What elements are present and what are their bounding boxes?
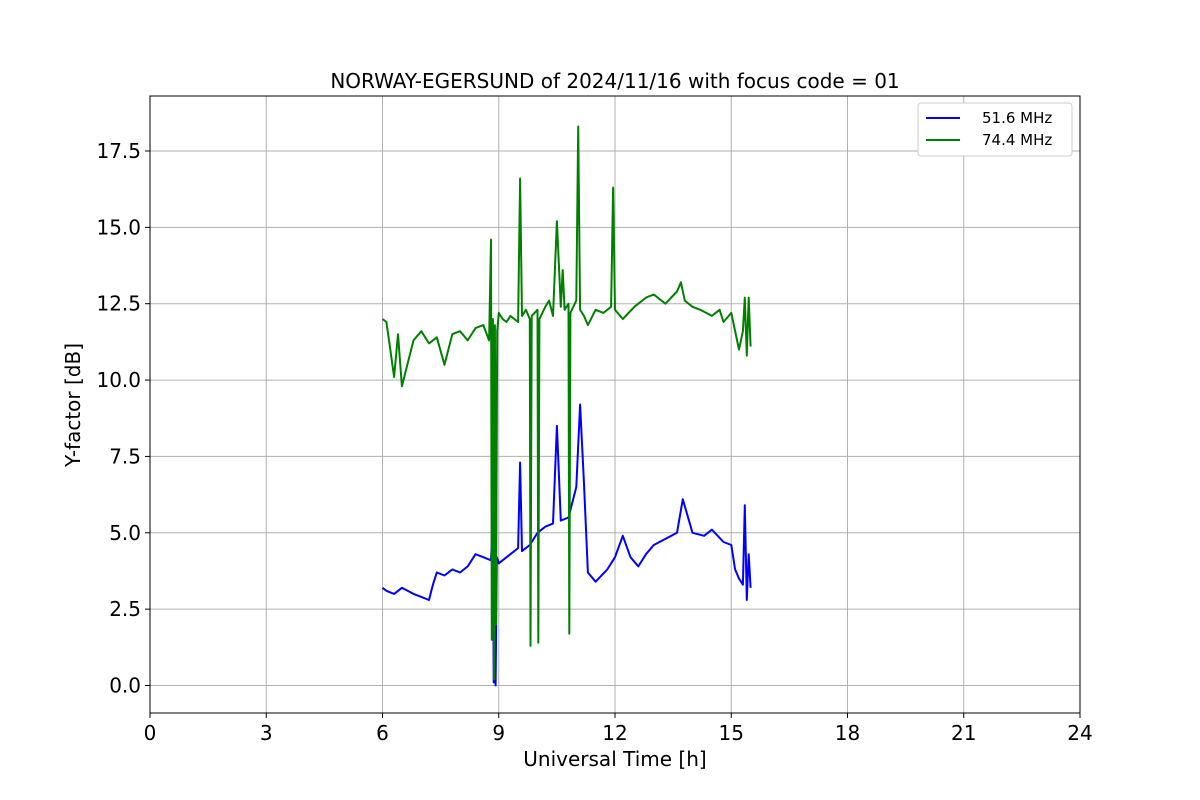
chart-title: NORWAY-EGERSUND of 2024/11/16 with focus… <box>330 69 899 93</box>
y-tick-label: 5.0 <box>109 521 141 545</box>
legend-label-1: 74.4 MHz <box>982 131 1052 149</box>
x-tick-label: 9 <box>492 721 505 745</box>
chart: NORWAY-EGERSUND of 2024/11/16 with focus… <box>0 0 1200 800</box>
y-tick-label: 2.5 <box>109 597 141 621</box>
y-axis-title: Y-factor [dB] <box>61 343 85 468</box>
x-tick-label: 15 <box>719 721 744 745</box>
x-tick-label: 3 <box>260 721 273 745</box>
legend: 51.6 MHz 74.4 MHz <box>918 103 1072 156</box>
x-tick-label: 21 <box>951 721 976 745</box>
x-tick-label: 18 <box>835 721 860 745</box>
legend-label-0: 51.6 MHz <box>982 109 1052 127</box>
y-tick-label: 7.5 <box>109 444 141 468</box>
x-tick-label: 6 <box>376 721 389 745</box>
x-axis-title: Universal Time [h] <box>523 747 706 771</box>
y-tick-label: 15.0 <box>96 215 141 239</box>
x-tick-label: 24 <box>1067 721 1092 745</box>
y-tick-label: 0.0 <box>109 674 141 698</box>
y-tick-label: 17.5 <box>96 139 141 163</box>
y-tick-label: 10.0 <box>96 368 141 392</box>
y-tick-label: 12.5 <box>96 292 141 316</box>
x-tick-label: 12 <box>602 721 627 745</box>
x-tick-label: 0 <box>144 721 157 745</box>
